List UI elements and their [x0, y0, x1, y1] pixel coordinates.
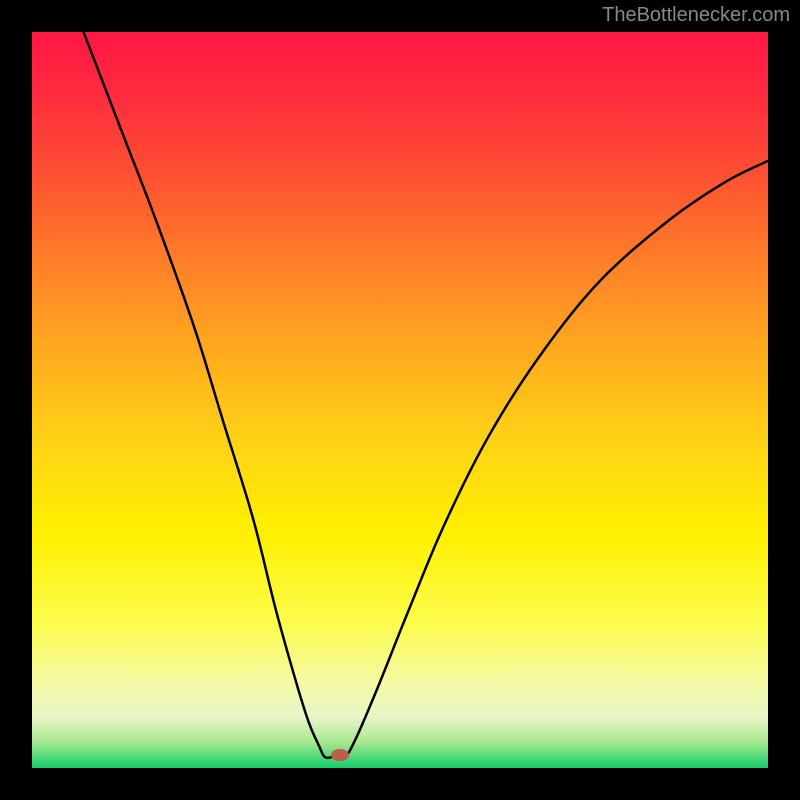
watermark-text: TheBottlenecker.com	[602, 4, 790, 27]
optimal-point-marker	[331, 749, 349, 761]
plot-area	[32, 32, 768, 768]
bottleneck-curve	[32, 32, 768, 768]
chart-container: TheBottlenecker.com	[0, 0, 800, 800]
